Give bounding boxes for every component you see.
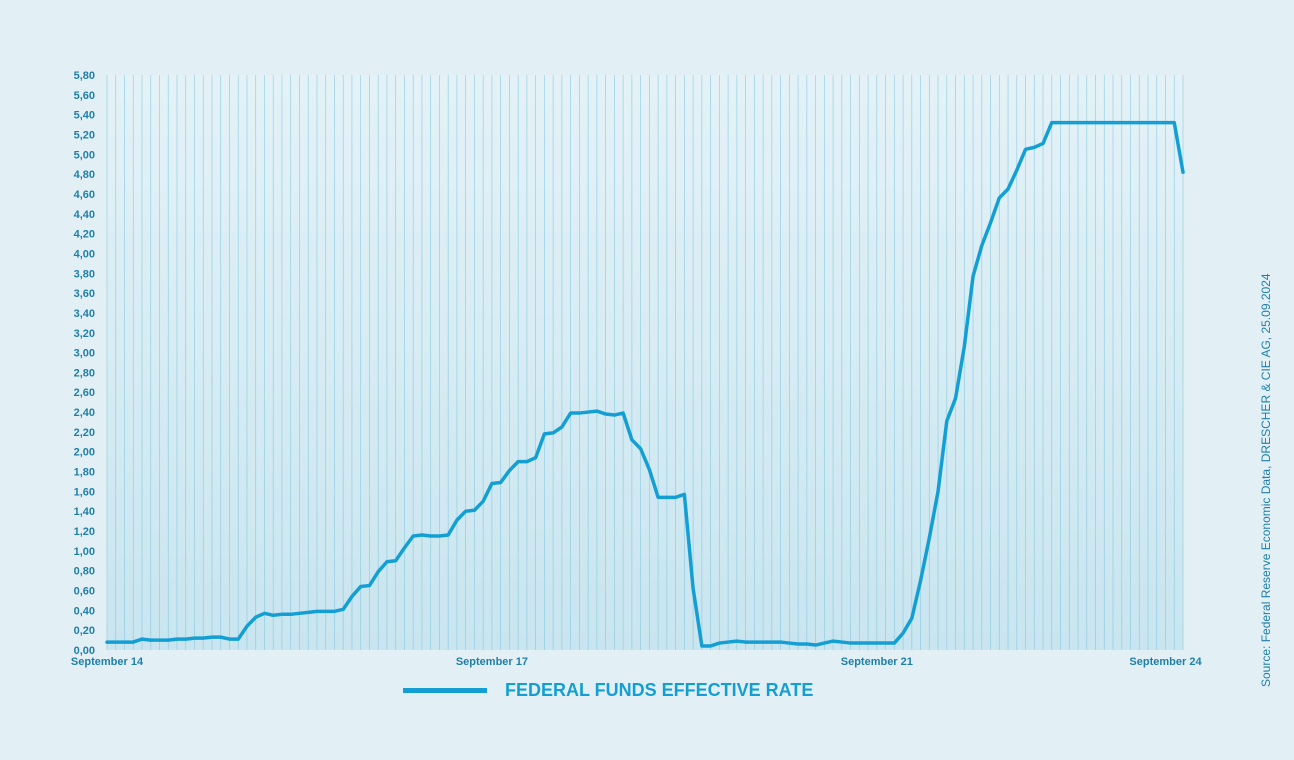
y-tick-label: 5,20 [74, 129, 95, 141]
y-tick-label: 5,40 [74, 110, 95, 122]
y-tick-label: 3,00 [74, 348, 95, 360]
y-tick-label: 4,00 [74, 248, 95, 260]
y-tick-label: 5,80 [74, 70, 95, 82]
y-tick-label: 2,00 [74, 447, 95, 459]
y-tick-label: 3,80 [74, 268, 95, 280]
x-tick-label: September 17 [456, 656, 528, 668]
y-tick-label: 5,00 [74, 149, 95, 161]
y-tick-label: 2,80 [74, 367, 95, 379]
y-tick-label: 0,40 [74, 605, 95, 617]
y-tick-label: 3,40 [74, 308, 95, 320]
y-axis-ticks: 0,00 0,20 0,40 0,60 0,80 1,00 1,20 1,40 1,60 1,80… [74, 70, 95, 657]
plot-area [107, 75, 1183, 650]
x-tick-label: September 21 [841, 656, 913, 668]
y-tick-label: 4,20 [74, 229, 95, 241]
series-line-fed-funds [105, 120, 1185, 648]
x-tick-label: September 24 [1129, 656, 1202, 668]
y-tick-label: 0,60 [74, 586, 95, 598]
y-tick-label: 4,80 [74, 169, 95, 181]
y-tick-label: 2,60 [74, 387, 95, 399]
x-tick-label: September 14 [71, 656, 144, 668]
series-layer [105, 120, 1185, 648]
x-axis-ticks: September 14 September 17 September 21 Sept… [71, 656, 1203, 668]
legend-label: FEDERAL FUNDS EFFECTIVE RATE [505, 679, 814, 700]
source-note: Source: Federal Reserve Economic Data, D… [1259, 273, 1273, 687]
y-tick-label: 5,60 [74, 90, 95, 102]
y-tick-label: 1,20 [74, 526, 95, 538]
legend: FEDERAL FUNDS EFFECTIVE RATE [403, 678, 813, 702]
y-tick-label: 3,60 [74, 288, 95, 300]
y-tick-label: 1,00 [74, 546, 95, 558]
y-tick-label: 2,20 [74, 427, 95, 439]
y-tick-label: 0,00 [74, 645, 95, 657]
y-tick-label: 2,40 [74, 407, 95, 419]
y-tick-label: 4,40 [74, 209, 95, 221]
y-tick-label: 1,80 [74, 467, 95, 479]
y-tick-label: 4,60 [74, 189, 95, 201]
vertical-grid [106, 75, 1184, 650]
y-tick-label: 3,20 [74, 328, 95, 340]
legend-swatch [403, 687, 487, 693]
y-tick-label: 0,80 [74, 566, 95, 578]
y-tick-label: 1,60 [74, 486, 95, 498]
y-tick-label: 0,20 [74, 625, 95, 637]
y-tick-label: 1,40 [74, 506, 95, 518]
